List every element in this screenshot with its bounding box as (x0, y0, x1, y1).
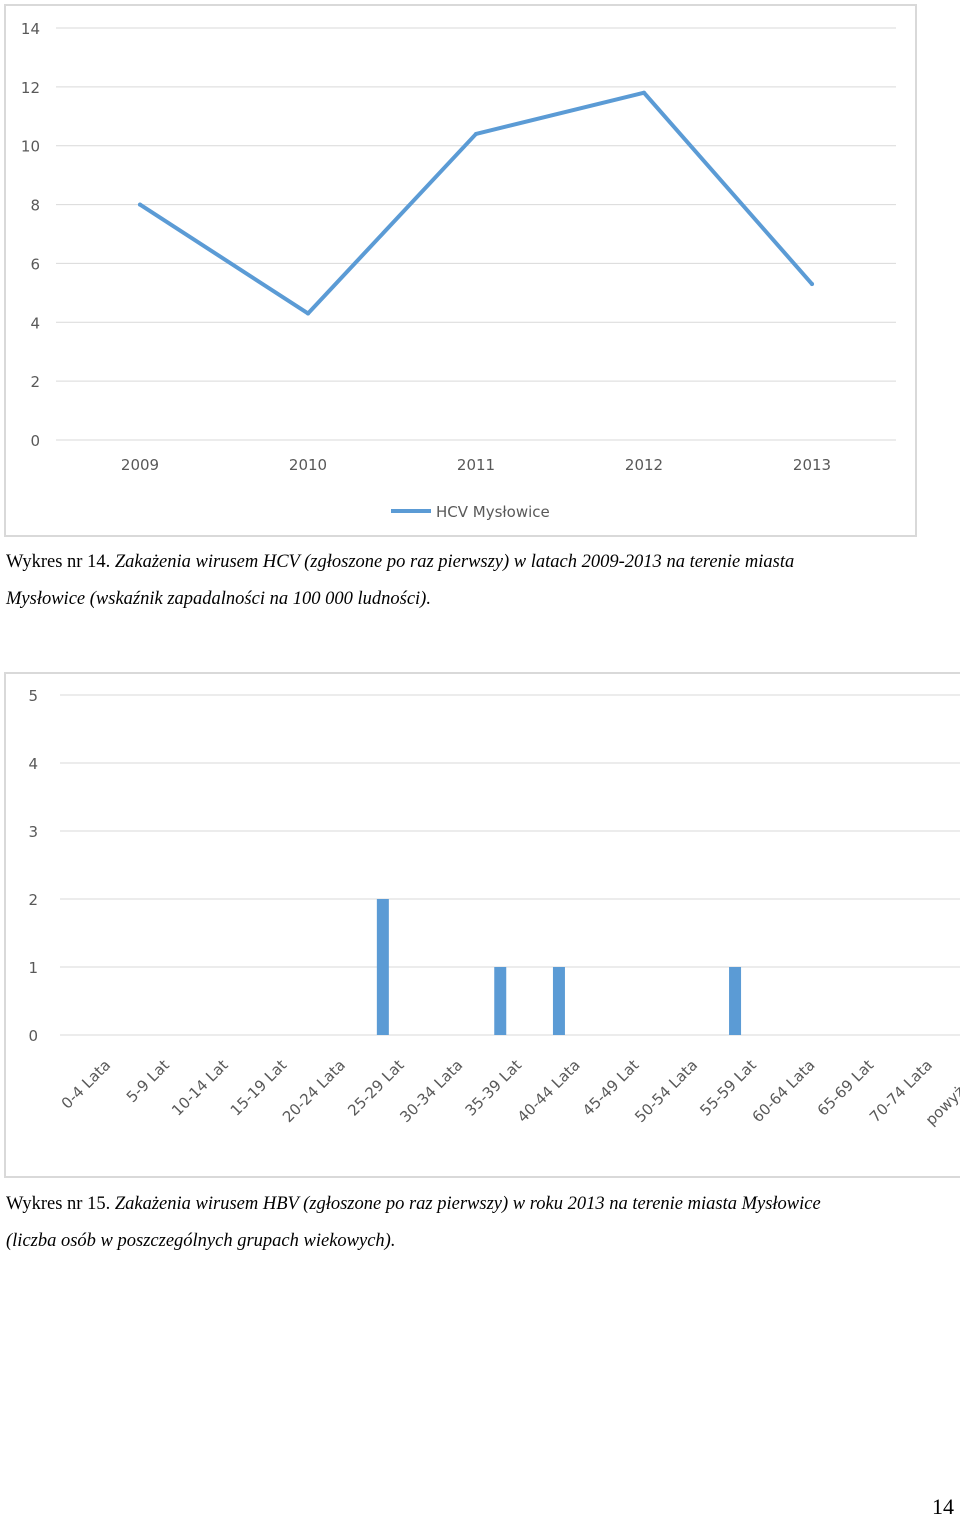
y-tick-label: 5 (28, 687, 38, 705)
x-tick-label: 2012 (625, 456, 663, 474)
data-point (306, 311, 310, 316)
data-point (138, 202, 142, 207)
bar (376, 899, 389, 1035)
data-point (810, 282, 814, 287)
x-tick-label: 50-54 Lata (631, 1056, 701, 1126)
y-tick-label: 10 (21, 138, 40, 156)
x-tick-label: 30-34 Lata (396, 1056, 466, 1126)
x-tick-label: 45-49 Lat (579, 1056, 643, 1120)
x-tick-label: 60-64 Lata (749, 1056, 819, 1126)
x-tick-label: 2010 (289, 456, 327, 474)
x-tick-label: 5-9 Lat (123, 1056, 173, 1106)
x-tick-label: 0-4 Lata (58, 1056, 114, 1112)
caption-14-range: 2009-2013 (581, 552, 662, 572)
y-tick-label: 4 (30, 314, 40, 332)
x-tick-label: 20-24 Lata (279, 1056, 349, 1126)
y-tick-label: 0 (30, 432, 40, 450)
y-tick-label: 8 (30, 197, 40, 215)
page-number: 14 (932, 1494, 954, 1519)
y-tick-label: 0 (28, 1027, 38, 1045)
caption-15-lead: Wykres nr 15. (6, 1194, 111, 1214)
y-tick-label: 14 (21, 20, 40, 38)
y-tick-label: 3 (28, 823, 38, 841)
hbv-bar-chart: 0 1 2 3 4 5 0-4 Lata 5-9 Lat 10-14 Lat 15-19 Lat 2… (4, 672, 960, 1178)
caption-14-tail: na terenie miasta (666, 552, 795, 572)
y-tick-label: 2 (30, 373, 40, 391)
chart-15-caption: Wykres nr 15. Zakażenia wirusem HBV (zgł… (6, 1186, 821, 1260)
caption-14-text: Zakażenia wirusem HCV (zgłoszone po raz … (114, 552, 578, 572)
caption-15-text: Zakażenia wirusem HBV (zgłoszone po raz … (114, 1194, 821, 1214)
hcv-line-chart-svg: 0 2 4 6 8 10 12 14 2009 2010 2011 2012 2013 HCV Mysło… (21, 20, 896, 521)
y-tick-label: 4 (28, 755, 38, 773)
x-tick-label: 10-14 Lat (168, 1056, 232, 1120)
bar (494, 967, 507, 1035)
x-tick-label: 55-59 Lat (696, 1056, 760, 1120)
x-tick-label: 25-29 Lat (344, 1056, 408, 1120)
chart-14-caption: Wykres nr 14. Zakażenia wirusem HCV (zgł… (6, 544, 794, 618)
x-tick-label: 15-19 Lat (227, 1056, 291, 1120)
data-point (642, 90, 646, 95)
caption-14-note: (wskaźnik zapadalności na 100 000 ludnoś… (89, 589, 431, 609)
caption-15-note: (liczba osób w poszczególnych grupach wi… (6, 1231, 396, 1251)
legend-label: HCV Mysłowice (436, 503, 550, 521)
x-tick-label: 65-69 Lat (814, 1056, 878, 1120)
caption-14-city: Mysłowice (6, 589, 86, 609)
x-tick-label: 2013 (793, 456, 831, 474)
y-tick-label: 6 (30, 255, 40, 273)
caption-14-lead: Wykres nr 14. (6, 552, 111, 572)
x-tick-label: 2011 (457, 456, 495, 474)
y-tick-label: 2 (28, 891, 38, 909)
hcv-series-line (138, 90, 814, 316)
y-tick-label: 12 (21, 79, 40, 97)
x-tick-label: 40-44 Lata (514, 1056, 584, 1126)
x-tick-label: 2009 (121, 456, 159, 474)
data-point (474, 131, 478, 136)
x-tick-label: 35-39 Lat (462, 1056, 526, 1120)
hcv-line-chart: 0 2 4 6 8 10 12 14 2009 2010 2011 2012 2013 HCV Mysło… (4, 4, 917, 537)
y-tick-label: 1 (28, 959, 38, 977)
bar (729, 967, 742, 1035)
bar (552, 967, 565, 1035)
